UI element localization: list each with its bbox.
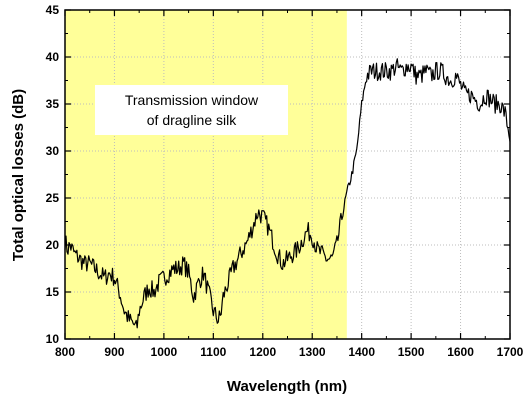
annotation-line-2: of dragline silk <box>147 112 237 128</box>
annotation-background <box>95 85 288 135</box>
y-tick-label: 35 <box>46 97 60 111</box>
x-tick-label: 1600 <box>447 345 474 359</box>
x-axis-title: Wavelength (nm) <box>227 378 347 395</box>
annotation-line-1: Transmission window <box>125 92 259 108</box>
y-axis-title: Total optical losses (dB) <box>10 89 27 261</box>
x-tick-label: 900 <box>104 345 124 359</box>
x-tick-label: 1400 <box>348 345 375 359</box>
y-tick-label: 10 <box>46 332 60 346</box>
x-tick-label: 1700 <box>497 345 524 359</box>
x-tick-label: 1200 <box>249 345 276 359</box>
y-tick-label: 20 <box>46 238 60 252</box>
y-tick-label: 30 <box>46 144 60 158</box>
y-tick-label: 45 <box>46 3 60 17</box>
x-tick-label: 1100 <box>200 345 226 359</box>
x-tick-label: 1300 <box>299 345 326 359</box>
series-line <box>64 58 511 329</box>
x-tick-label: 800 <box>55 345 75 359</box>
x-tick-label: 1000 <box>151 345 178 359</box>
y-tick-label: 25 <box>46 191 60 205</box>
annotation-box: Transmission window of dragline silk <box>95 85 288 135</box>
y-tick-label: 15 <box>46 285 60 299</box>
plot-area: 800 900 1000 1100 1200 1300 1400 1500 1600 1700 10… <box>46 3 524 359</box>
x-tick-label: 1500 <box>398 345 425 359</box>
y-tick-label: 40 <box>46 50 60 64</box>
